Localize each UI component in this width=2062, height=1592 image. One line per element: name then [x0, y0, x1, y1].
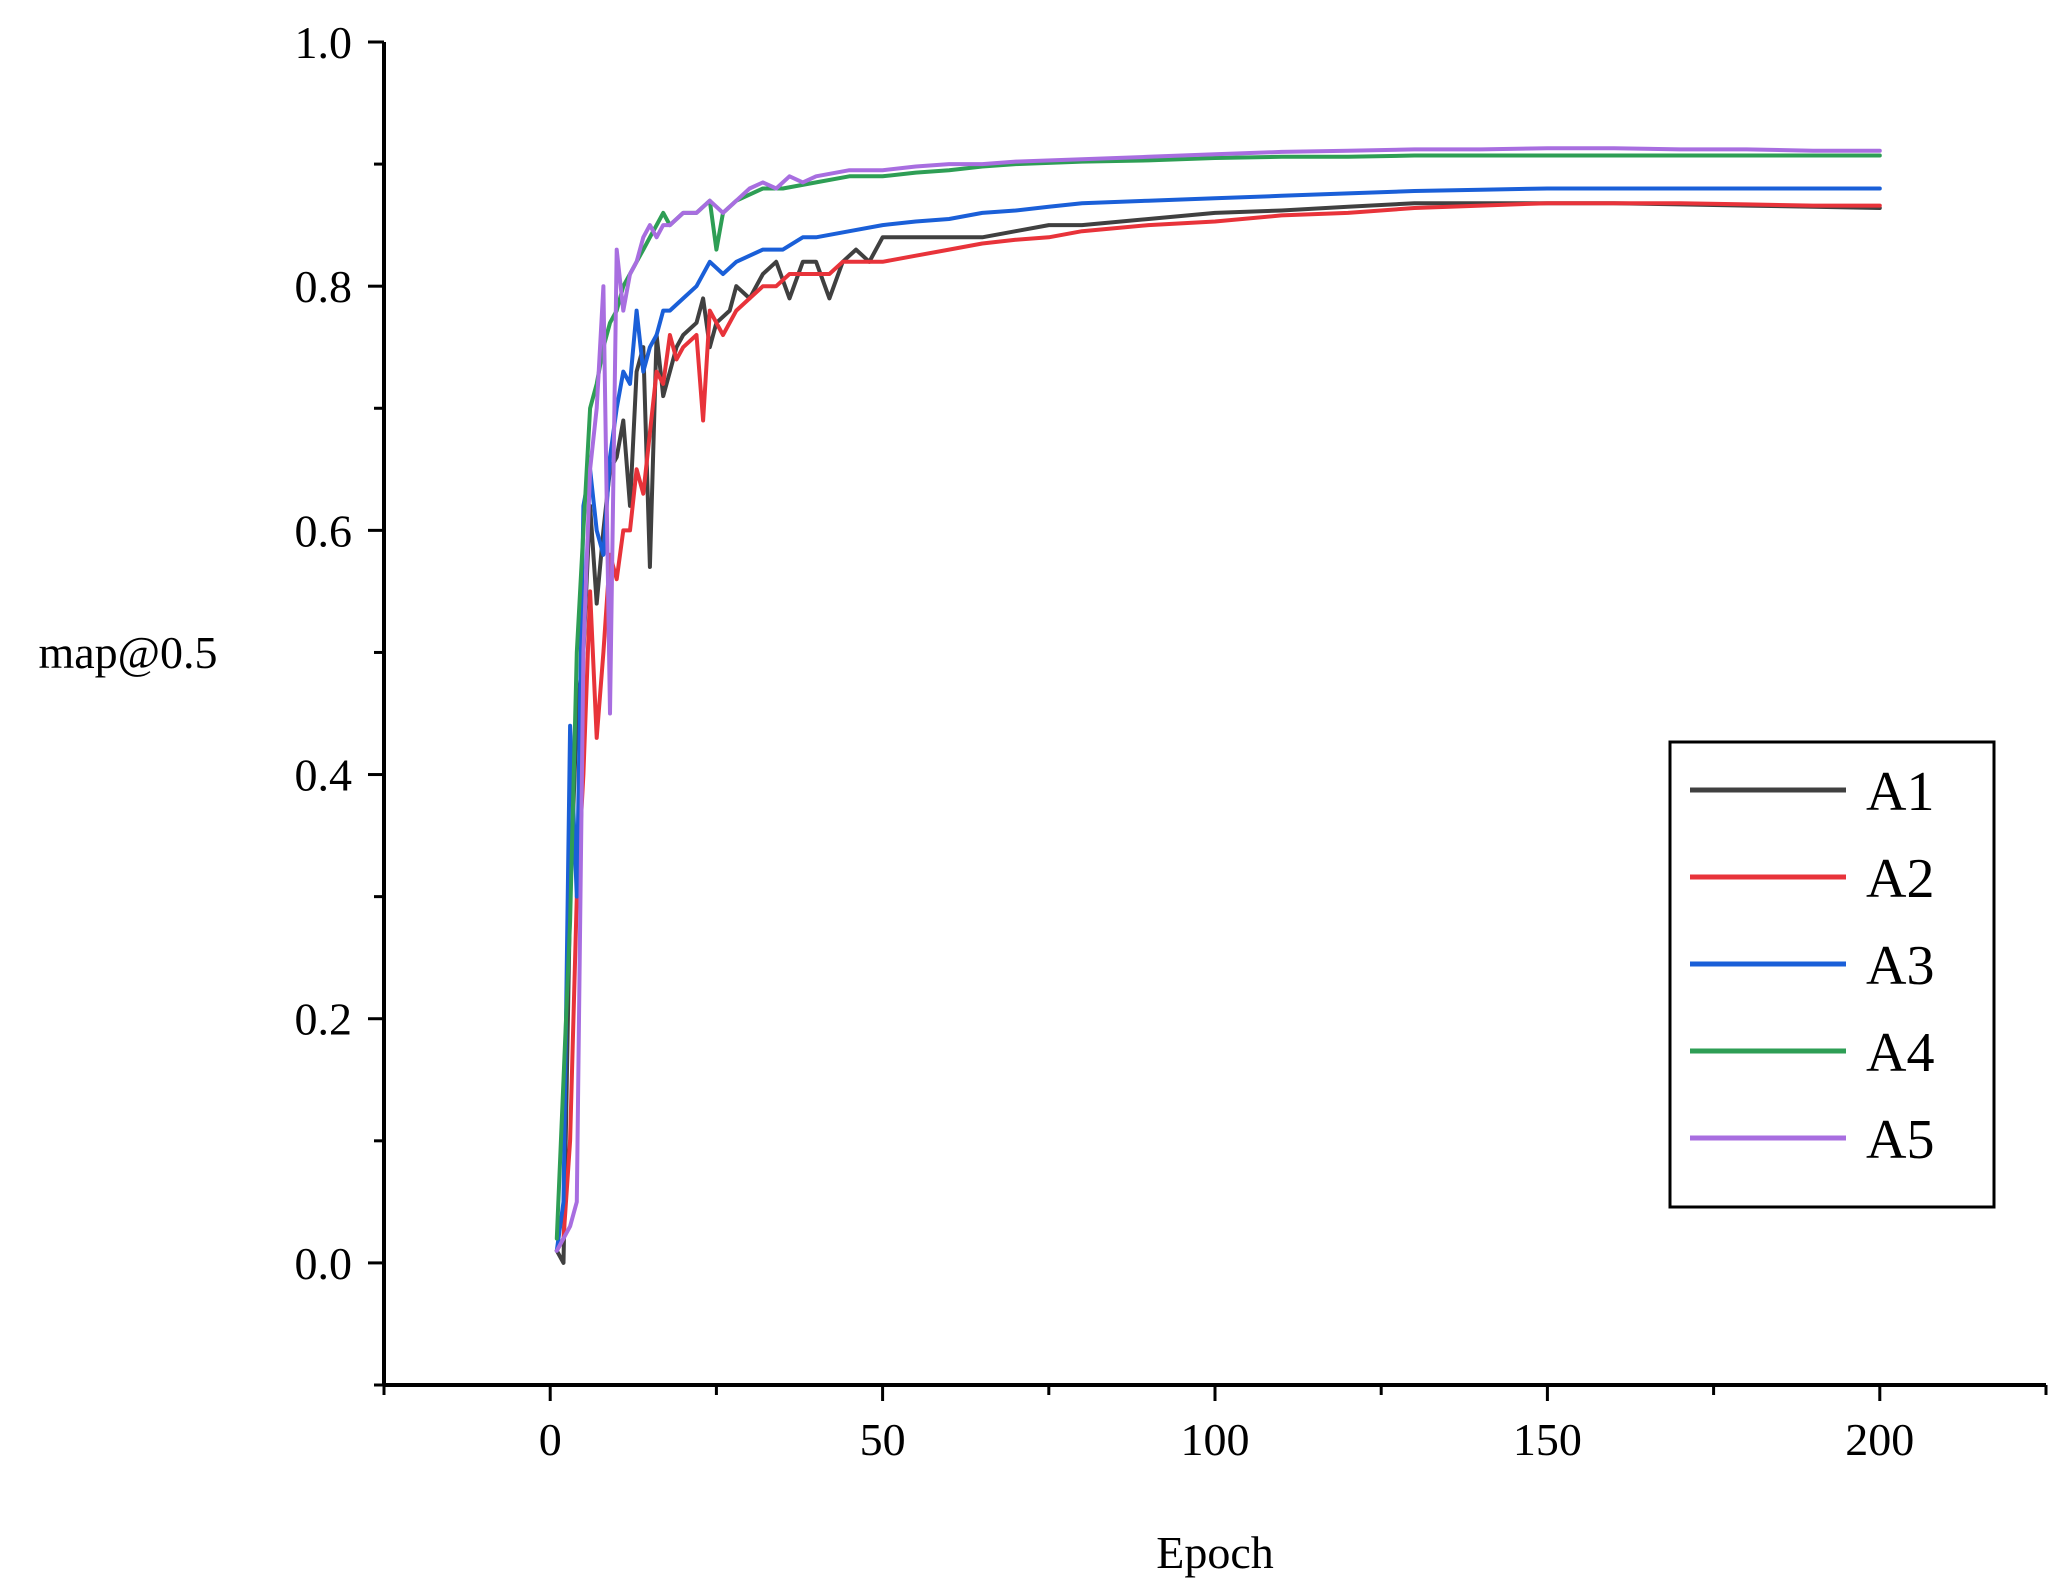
plot-lines: [554, 146, 1882, 1265]
y-tick-label: 0.0: [295, 1238, 353, 1289]
y-ticks: 0.0 0.2 0.4 0.6 0.8 1.0: [295, 17, 384, 1387]
x-axis-title: Epoch: [1156, 1527, 1274, 1578]
legend-label-a3: A3: [1866, 935, 1934, 997]
y-axis-title: map@0.5: [38, 627, 217, 678]
series-line-a2: [554, 201, 1882, 1253]
x-tick-label: 100: [1181, 1414, 1250, 1465]
series-line-a3: [554, 186, 1882, 1253]
axes: 0.0 0.2 0.4 0.6 0.8 1.0 0 50 100 150 200: [295, 17, 2048, 1465]
y-tick-label: 0.4: [295, 750, 353, 801]
legend-box: [1668, 740, 1996, 1209]
legend-label-a2: A2: [1866, 848, 1934, 910]
legend-label-a1: A1: [1866, 761, 1934, 823]
x-tick-label: 0: [539, 1414, 562, 1465]
y-tick-label: 0.8: [295, 261, 353, 312]
legend-items: A1 A2 A3 A4 A5: [1690, 761, 1934, 1171]
y-tick-label: 1.0: [295, 17, 353, 68]
series-line-a1: [554, 201, 1882, 1265]
x-tick-label: 150: [1513, 1414, 1582, 1465]
legend: A1 A2 A3 A4 A5: [1668, 740, 1996, 1209]
y-tick-label: 0.6: [295, 505, 353, 556]
legend-label-a5: A5: [1866, 1109, 1934, 1171]
x-tick-label: 200: [1845, 1414, 1914, 1465]
x-tick-label: 50: [860, 1414, 906, 1465]
legend-label-a4: A4: [1866, 1022, 1934, 1084]
y-tick-label: 0.2: [295, 994, 353, 1045]
x-ticks: 0 50 100 150 200: [382, 1385, 2048, 1465]
series-line-a5: [554, 146, 1882, 1253]
